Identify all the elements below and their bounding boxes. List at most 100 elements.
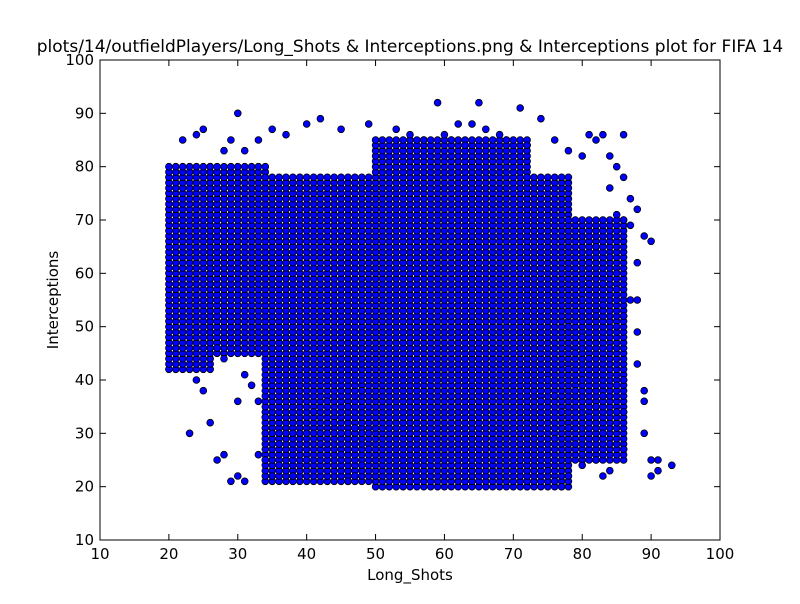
data-point — [537, 114, 545, 123]
data-point — [302, 173, 311, 182]
data-point — [592, 456, 600, 464]
data-point — [254, 397, 263, 406]
data-point — [640, 429, 648, 438]
data-point — [633, 205, 642, 214]
data-point — [364, 445, 373, 454]
y-tick-label: 100 — [65, 51, 94, 69]
data-point — [220, 450, 228, 459]
data-point — [364, 120, 373, 128]
data-point — [316, 429, 325, 438]
data-point — [550, 392, 559, 400]
data-point — [192, 130, 201, 139]
y-tick-label: 40 — [75, 371, 94, 389]
data-point — [357, 173, 366, 182]
data-point — [185, 162, 194, 171]
data-point — [254, 450, 263, 459]
data-point — [564, 173, 573, 182]
data-point — [619, 130, 628, 139]
data-point — [454, 120, 463, 128]
data-point — [599, 130, 607, 139]
data-point — [178, 136, 187, 144]
data-point — [564, 216, 573, 224]
data-point — [385, 136, 394, 144]
data-point — [612, 210, 621, 219]
data-point — [220, 354, 228, 363]
data-point — [564, 472, 573, 480]
data-point — [640, 232, 648, 240]
data-point — [475, 136, 483, 144]
y-tick-label: 20 — [75, 478, 94, 496]
data-point — [605, 152, 614, 160]
data-point — [199, 386, 208, 395]
data-point — [523, 173, 531, 182]
data-point — [282, 429, 290, 438]
data-point — [254, 136, 263, 144]
data-point — [302, 456, 311, 464]
data-point — [357, 386, 366, 395]
data-point — [564, 365, 573, 374]
data-point — [475, 98, 483, 107]
data-point — [468, 120, 476, 128]
data-point — [550, 477, 559, 486]
data-point — [564, 322, 573, 331]
data-point — [220, 146, 228, 155]
data-point — [192, 376, 201, 384]
data-point — [178, 162, 187, 171]
data-point — [599, 280, 607, 288]
data-point — [537, 173, 545, 182]
data-point — [419, 136, 428, 144]
data-point — [461, 141, 469, 150]
data-point — [592, 242, 600, 251]
data-point — [289, 472, 297, 480]
data-point — [599, 472, 607, 480]
data-point — [330, 418, 339, 427]
data-point — [357, 429, 366, 438]
data-point — [351, 173, 359, 182]
data-point — [550, 173, 559, 182]
data-point — [619, 173, 628, 182]
data-point — [309, 429, 318, 438]
data-point — [344, 477, 352, 486]
data-point — [523, 141, 531, 150]
data-point — [543, 466, 552, 475]
y-tick-label: 90 — [75, 104, 94, 122]
data-point — [302, 120, 311, 128]
data-point — [612, 381, 621, 390]
data-point — [275, 461, 283, 470]
data-point — [550, 136, 559, 144]
data-point — [364, 173, 373, 182]
data-point — [316, 114, 325, 123]
data-point — [213, 456, 221, 464]
data-point — [337, 429, 345, 438]
data-point — [234, 109, 242, 118]
data-point — [647, 456, 655, 464]
data-point — [578, 296, 586, 304]
data-point — [612, 322, 621, 331]
data-point — [543, 173, 552, 182]
y-tick-label: 30 — [75, 424, 94, 442]
data-point — [592, 312, 600, 320]
data-point — [371, 136, 380, 144]
data-point — [619, 216, 628, 224]
data-point — [247, 162, 256, 171]
data-point — [275, 429, 283, 438]
data-point — [289, 173, 297, 182]
x-tick-label: 60 — [435, 545, 454, 563]
data-point — [516, 136, 524, 144]
data-point — [585, 258, 593, 267]
data-point — [261, 162, 270, 171]
data-point — [612, 162, 621, 171]
data-point — [509, 136, 518, 144]
data-point — [323, 173, 332, 182]
data-point — [364, 429, 373, 438]
data-point — [571, 216, 580, 224]
data-point — [578, 216, 586, 224]
x-tick-label: 80 — [573, 545, 592, 563]
data-point — [633, 360, 642, 368]
data-point — [599, 301, 607, 310]
y-axis-label: Interceptions — [44, 251, 62, 350]
data-point — [578, 376, 586, 384]
data-point — [633, 258, 642, 267]
data-point — [282, 130, 290, 139]
